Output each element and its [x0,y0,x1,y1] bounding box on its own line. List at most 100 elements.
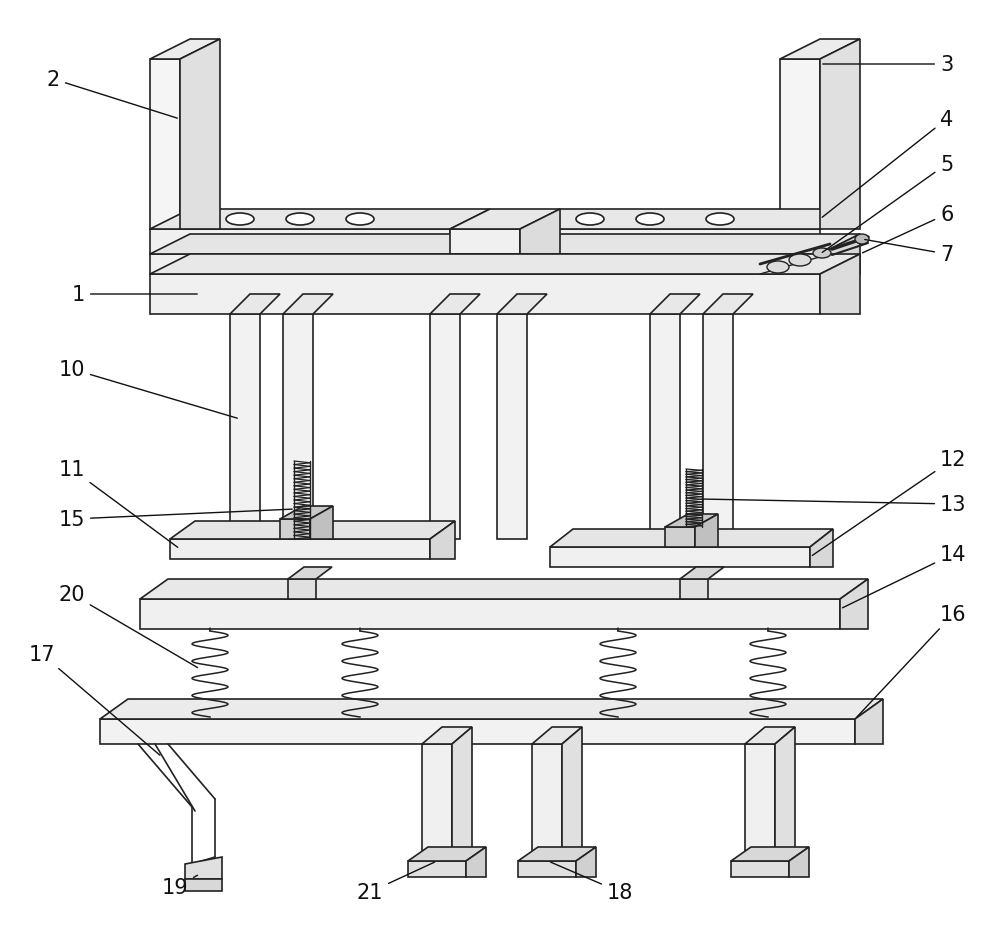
Polygon shape [789,847,809,877]
Ellipse shape [576,214,604,226]
Polygon shape [288,567,332,580]
Polygon shape [280,520,310,540]
Polygon shape [450,209,560,229]
Polygon shape [150,40,220,60]
Text: 19: 19 [162,875,198,897]
Polygon shape [520,209,860,229]
Text: 16: 16 [857,605,967,717]
Polygon shape [775,727,795,862]
Polygon shape [562,727,582,862]
Text: 5: 5 [822,155,953,253]
Polygon shape [180,40,220,229]
Polygon shape [680,567,724,580]
Ellipse shape [789,255,811,267]
Polygon shape [520,235,860,255]
Polygon shape [283,315,313,540]
Text: 3: 3 [823,55,953,75]
Polygon shape [150,60,180,229]
Text: 4: 4 [822,109,953,218]
Polygon shape [452,727,472,862]
Text: 11: 11 [59,460,178,547]
Text: 14: 14 [843,545,966,608]
Text: 7: 7 [865,240,953,265]
Polygon shape [150,209,490,229]
Polygon shape [150,275,820,315]
Polygon shape [731,847,809,862]
Polygon shape [520,229,820,255]
Polygon shape [550,547,810,567]
Polygon shape [497,315,527,540]
Polygon shape [185,857,222,879]
Polygon shape [466,847,486,877]
Polygon shape [430,315,460,540]
Polygon shape [576,847,596,877]
Polygon shape [810,529,833,567]
Polygon shape [840,580,868,629]
Text: 13: 13 [703,494,966,514]
Polygon shape [150,255,450,275]
Polygon shape [855,700,883,744]
Polygon shape [150,255,860,275]
Text: 10: 10 [59,360,237,419]
Polygon shape [150,235,490,255]
Polygon shape [422,727,472,744]
Text: 17: 17 [29,645,160,755]
Polygon shape [745,744,775,862]
Polygon shape [745,727,795,744]
Text: 2: 2 [47,69,177,119]
Text: 12: 12 [812,449,966,556]
Polygon shape [140,580,868,600]
Polygon shape [520,255,820,275]
Polygon shape [170,540,430,560]
Ellipse shape [706,214,734,226]
Polygon shape [680,580,708,600]
Polygon shape [100,700,883,720]
Polygon shape [820,235,860,275]
Polygon shape [450,229,520,255]
Polygon shape [497,295,547,315]
Polygon shape [140,600,840,629]
Ellipse shape [813,248,831,259]
Ellipse shape [855,235,869,245]
Polygon shape [532,744,562,862]
Polygon shape [170,522,455,540]
Polygon shape [820,40,860,229]
Ellipse shape [636,214,664,226]
Polygon shape [100,720,855,744]
Polygon shape [280,506,333,520]
Polygon shape [650,295,700,315]
Ellipse shape [226,214,254,226]
Polygon shape [430,295,480,315]
Polygon shape [665,514,718,527]
Text: 15: 15 [59,509,292,529]
Polygon shape [230,315,260,540]
Text: 6: 6 [863,205,953,253]
Polygon shape [408,862,466,877]
Polygon shape [550,529,833,547]
Polygon shape [703,295,753,315]
Polygon shape [230,295,280,315]
Ellipse shape [767,262,789,274]
Polygon shape [780,60,820,229]
Polygon shape [150,229,450,255]
Polygon shape [650,315,680,540]
Polygon shape [532,727,582,744]
Text: 1: 1 [72,285,197,305]
Polygon shape [703,315,733,540]
Polygon shape [780,40,860,60]
Text: 18: 18 [551,863,633,902]
Polygon shape [408,847,486,862]
Polygon shape [430,522,455,560]
Ellipse shape [346,214,374,226]
Polygon shape [310,506,333,540]
Polygon shape [820,255,860,315]
Polygon shape [695,514,718,547]
Polygon shape [185,879,222,891]
Polygon shape [283,295,333,315]
Text: 21: 21 [357,863,434,902]
Polygon shape [518,847,596,862]
Polygon shape [520,209,560,255]
Text: 20: 20 [59,585,198,668]
Polygon shape [518,862,576,877]
Polygon shape [665,527,695,547]
